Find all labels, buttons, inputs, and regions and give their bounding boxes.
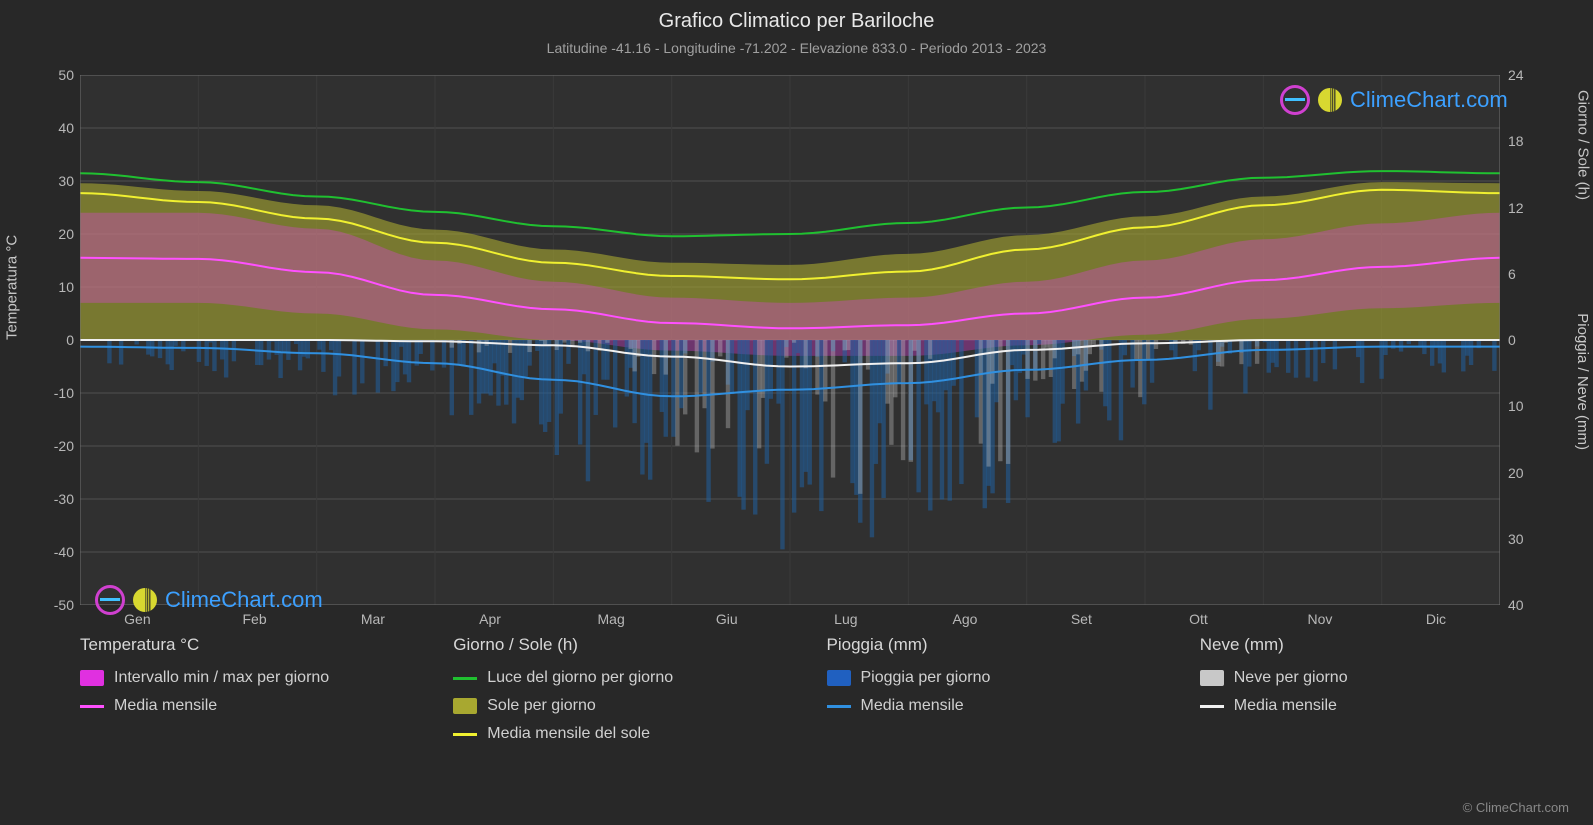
legend-item: Pioggia per giorno [827,669,1160,687]
x-tick: Mar [361,611,385,627]
legend-label: Media mensile [1234,697,1337,715]
legend-item: Intervallo min / max per giorno [80,669,413,687]
y-axis-left-label: Temperatura °C [4,235,21,340]
logo-circle-icon [1280,85,1310,115]
legend-column: Pioggia (mm) Pioggia per giorno Media mens… [827,635,1160,753]
legend-label: Intervallo min / max per giorno [114,669,329,687]
legend-label: Luce del giorno per giorno [487,669,673,687]
y-right-bot-tick: 10 [1508,398,1524,414]
legend-label: Media mensile [114,697,217,715]
legend-column: Giorno / Sole (h) Luce del giorno per gio… [453,635,786,753]
legend-column: Neve (mm) Neve per giorno Media mensile [1200,635,1533,753]
x-tick: Apr [479,611,501,627]
y-left-tick: 0 [66,332,74,348]
legend-item: Neve per giorno [1200,669,1533,687]
x-tick: Mag [598,611,625,627]
legend-label: Neve per giorno [1234,669,1348,687]
y-left-tick: 30 [58,173,74,189]
y-right-top-tick: 18 [1508,133,1524,149]
legend-title: Pioggia (mm) [827,635,1160,655]
watermark-text: ClimeChart.com [165,587,323,613]
legend-swatch [453,733,477,736]
legend-title: Neve (mm) [1200,635,1533,655]
x-tick: Dic [1426,611,1446,627]
y-right-top-tick: 0 [1508,332,1516,348]
legend: Temperatura °C Intervallo min / max per g… [80,635,1533,753]
y-left-tick: 50 [58,67,74,83]
legend-swatch [827,670,851,686]
logo-globe-icon [1318,88,1342,112]
legend-item: Media mensile [1200,697,1533,715]
y-axis-right-top-label: Giorno / Sole (h) [1575,90,1592,200]
x-tick: Ott [1189,611,1208,627]
legend-swatch [80,705,104,708]
y-left-tick: -20 [54,438,74,454]
y-left-tick: 40 [58,120,74,136]
watermark-text: ClimeChart.com [1350,87,1508,113]
x-tick: Giu [716,611,738,627]
legend-swatch [453,677,477,680]
plot-area [80,75,1500,605]
legend-swatch [827,705,851,708]
legend-swatch [80,670,104,686]
x-tick: Nov [1308,611,1333,627]
y-right-bot-tick: 40 [1508,597,1524,613]
chart-subtitle: Latitudine -41.16 - Longitudine -71.202 … [0,40,1593,56]
y-right-bot-tick: 30 [1508,531,1524,547]
legend-swatch [1200,705,1224,708]
legend-label: Sole per giorno [487,697,596,715]
y-left-tick: -30 [54,491,74,507]
y-left-tick: -40 [54,544,74,560]
y-right-top-tick: 6 [1508,266,1516,282]
y-right-bot-tick: 20 [1508,465,1524,481]
y-left-tick: -10 [54,385,74,401]
legend-item: Media mensile [827,697,1160,715]
copyright: © ClimeChart.com [1463,800,1569,815]
y-left-tick: -50 [54,597,74,613]
chart-container: Grafico Climatico per Bariloche Latitudi… [0,0,1593,825]
legend-item: Media mensile [80,697,413,715]
legend-item: Luce del giorno per giorno [453,669,786,687]
watermark: ClimeChart.com [1280,85,1508,115]
legend-title: Giorno / Sole (h) [453,635,786,655]
y-right-top-tick: 12 [1508,200,1524,216]
legend-swatch [1200,670,1224,686]
chart-title: Grafico Climatico per Bariloche [0,10,1593,33]
legend-item: Sole per giorno [453,697,786,715]
legend-column: Temperatura °C Intervallo min / max per g… [80,635,413,753]
legend-label: Media mensile [861,697,964,715]
logo-globe-icon [133,588,157,612]
x-tick: Set [1071,611,1092,627]
logo-circle-icon [95,585,125,615]
x-tick: Ago [953,611,978,627]
y-right-top-tick: 24 [1508,67,1524,83]
y-left-tick: 10 [58,279,74,295]
legend-title: Temperatura °C [80,635,413,655]
y-left-tick: 20 [58,226,74,242]
legend-swatch [453,698,477,714]
legend-label: Media mensile del sole [487,725,650,743]
y-axis-right-bottom-label: Pioggia / Neve (mm) [1575,313,1592,450]
legend-label: Pioggia per giorno [861,669,991,687]
legend-item: Media mensile del sole [453,725,786,743]
x-tick: Lug [834,611,857,627]
watermark: ClimeChart.com [95,585,323,615]
